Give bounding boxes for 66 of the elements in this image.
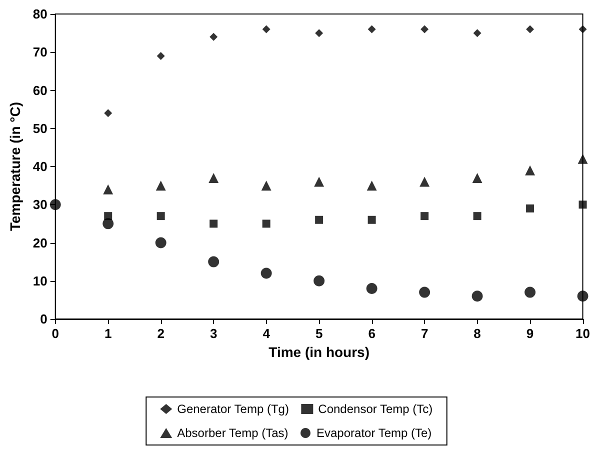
y-tick-label: 0 [40, 312, 48, 326]
legend-label: Condensor Temp (Tc) [318, 402, 433, 416]
y-tick-label: 10 [32, 273, 48, 288]
legend-label: Generator Temp (Tg) [177, 402, 289, 416]
point [577, 290, 588, 302]
x-tick-label: 9 [526, 326, 534, 341]
point [261, 180, 272, 191]
x-tick-label: 6 [368, 326, 376, 341]
point [420, 25, 429, 34]
point [578, 154, 588, 164]
point [103, 184, 114, 194]
point [578, 200, 587, 209]
y-tick-label: 60 [32, 82, 48, 98]
point [525, 165, 536, 176]
x-tick-label: 8 [474, 326, 481, 341]
point [50, 199, 61, 210]
point [155, 237, 166, 248]
x-tick-label: 0 [52, 326, 59, 341]
point [315, 29, 324, 38]
point [368, 25, 376, 34]
point [420, 176, 430, 187]
point [472, 172, 482, 183]
x-tick-label: 10 [576, 326, 590, 341]
legend-label: Evaporator Temp (Te) [316, 426, 432, 440]
point [420, 212, 429, 220]
y-tick-label: 80 [32, 6, 48, 22]
point [156, 180, 166, 191]
point [104, 109, 112, 118]
point [314, 275, 325, 286]
point [210, 220, 218, 228]
point [419, 286, 430, 298]
x-tick-label: 3 [210, 326, 218, 341]
point [526, 204, 534, 212]
point [473, 212, 482, 220]
legend-label: Absorber Temp (Tas) [177, 426, 288, 440]
x-axis-title: Time (in hours) [268, 344, 370, 360]
point [526, 25, 534, 34]
point [314, 176, 324, 187]
x-tick-label: 5 [315, 326, 323, 341]
point [366, 283, 378, 294]
y-tick-label: 70 [32, 44, 48, 60]
point [315, 216, 324, 224]
point [210, 32, 218, 41]
point [208, 256, 220, 268]
x-tick-label: 1 [104, 326, 112, 341]
point [260, 268, 272, 279]
point [472, 290, 483, 302]
point [156, 52, 165, 60]
point [578, 25, 587, 34]
point [524, 286, 536, 298]
point [208, 172, 219, 183]
point [262, 25, 270, 34]
point [368, 216, 376, 224]
point [262, 220, 270, 228]
y-tick-label: 50 [32, 120, 48, 136]
point [473, 29, 482, 38]
point [156, 212, 165, 220]
x-tick-label: 2 [157, 326, 164, 341]
y-tick-label: 20 [32, 235, 48, 250]
point [102, 218, 114, 230]
y-tick-label: 30 [32, 197, 48, 212]
x-tick-label: 7 [420, 326, 428, 341]
y-tick-label: 40 [32, 159, 48, 174]
y-axis-title: Temperature (in °C) [7, 102, 23, 232]
point [366, 180, 377, 191]
x-tick-label: 4 [262, 326, 271, 341]
